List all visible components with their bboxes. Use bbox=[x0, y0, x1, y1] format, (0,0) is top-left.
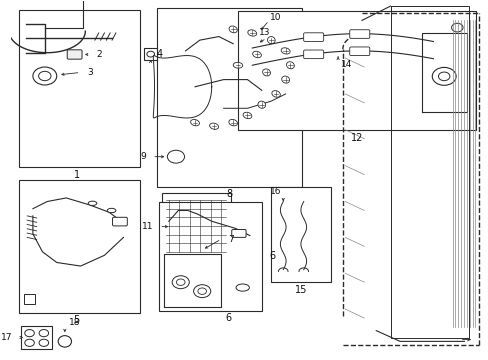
Text: 4: 4 bbox=[156, 49, 162, 59]
Ellipse shape bbox=[210, 123, 218, 130]
Text: 6: 6 bbox=[225, 313, 231, 323]
Ellipse shape bbox=[285, 62, 295, 68]
Circle shape bbox=[431, 67, 455, 85]
Ellipse shape bbox=[107, 208, 116, 213]
Circle shape bbox=[39, 339, 48, 346]
Ellipse shape bbox=[191, 119, 199, 126]
Ellipse shape bbox=[88, 201, 97, 206]
Circle shape bbox=[39, 329, 48, 337]
Text: 18: 18 bbox=[68, 318, 80, 327]
Text: 12: 12 bbox=[350, 133, 363, 143]
Circle shape bbox=[176, 279, 184, 285]
Bar bbox=[19, 180, 140, 313]
Circle shape bbox=[198, 288, 206, 294]
Ellipse shape bbox=[229, 119, 237, 126]
Circle shape bbox=[172, 276, 189, 289]
FancyBboxPatch shape bbox=[303, 50, 323, 59]
Bar bbox=[159, 202, 261, 311]
Text: 1: 1 bbox=[74, 170, 80, 180]
Ellipse shape bbox=[253, 51, 261, 58]
Circle shape bbox=[25, 329, 34, 337]
Ellipse shape bbox=[281, 76, 289, 83]
Circle shape bbox=[167, 150, 184, 163]
Text: 8: 8 bbox=[226, 189, 232, 199]
Circle shape bbox=[438, 72, 449, 81]
Bar bbox=[21, 326, 52, 349]
Text: 10: 10 bbox=[270, 13, 281, 22]
Ellipse shape bbox=[242, 113, 252, 118]
Ellipse shape bbox=[267, 37, 275, 44]
Ellipse shape bbox=[234, 62, 242, 69]
Bar bbox=[24, 294, 35, 304]
Bar bbox=[143, 48, 157, 60]
Bar bbox=[157, 8, 302, 187]
Text: 3: 3 bbox=[86, 68, 92, 77]
Text: 16: 16 bbox=[270, 187, 281, 196]
FancyBboxPatch shape bbox=[349, 30, 369, 39]
Ellipse shape bbox=[228, 26, 237, 33]
Ellipse shape bbox=[247, 30, 257, 36]
FancyBboxPatch shape bbox=[112, 217, 127, 226]
Bar bbox=[162, 193, 230, 259]
Circle shape bbox=[33, 67, 57, 85]
Circle shape bbox=[39, 71, 51, 81]
Ellipse shape bbox=[262, 69, 270, 76]
Text: 14: 14 bbox=[340, 60, 351, 69]
Ellipse shape bbox=[281, 48, 289, 54]
Text: 2: 2 bbox=[96, 50, 102, 59]
Bar bbox=[238, 12, 475, 130]
FancyBboxPatch shape bbox=[231, 229, 245, 237]
Text: 13: 13 bbox=[259, 28, 270, 37]
FancyBboxPatch shape bbox=[303, 33, 323, 41]
Ellipse shape bbox=[236, 284, 249, 291]
Ellipse shape bbox=[58, 336, 71, 347]
Text: 7: 7 bbox=[228, 235, 234, 244]
Circle shape bbox=[25, 339, 34, 346]
Text: 6: 6 bbox=[268, 251, 275, 261]
FancyBboxPatch shape bbox=[67, 50, 82, 59]
FancyBboxPatch shape bbox=[349, 47, 369, 55]
Text: 9: 9 bbox=[141, 152, 146, 161]
Text: 15: 15 bbox=[294, 285, 306, 296]
Bar bbox=[19, 10, 140, 167]
Ellipse shape bbox=[257, 102, 265, 108]
Circle shape bbox=[146, 51, 154, 57]
Text: 5: 5 bbox=[74, 315, 80, 325]
Bar bbox=[271, 187, 330, 282]
Circle shape bbox=[450, 23, 462, 32]
Ellipse shape bbox=[271, 91, 280, 97]
Text: 11: 11 bbox=[142, 222, 153, 231]
Text: 17: 17 bbox=[1, 333, 12, 342]
Circle shape bbox=[193, 285, 210, 298]
